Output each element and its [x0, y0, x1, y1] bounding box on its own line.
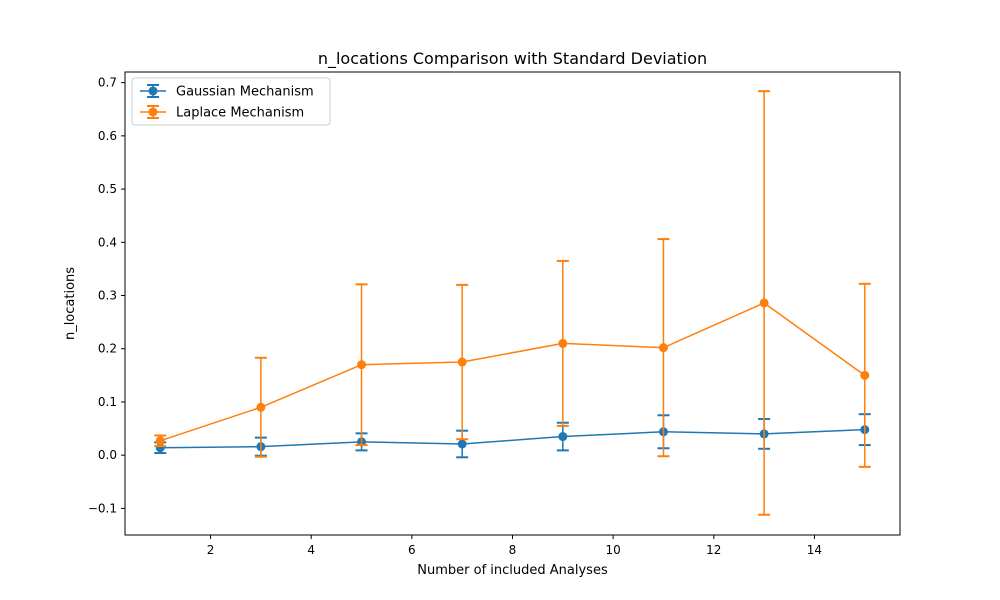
x-tick-label: 12 — [706, 543, 721, 557]
x-tick-label: 4 — [307, 543, 315, 557]
legend-entry: Gaussian Mechanism — [140, 84, 314, 100]
y-tick-label: 0.6 — [98, 129, 117, 143]
x-tick-label: 6 — [408, 543, 416, 557]
x-tick-label: 8 — [509, 543, 517, 557]
x-axis-label: Number of included Analyses — [417, 563, 608, 578]
legend-box — [131, 77, 331, 126]
series-1 — [154, 90, 871, 516]
data-point — [256, 402, 266, 412]
x-tick-label: 10 — [606, 543, 621, 557]
y-tick-label: 0.3 — [98, 289, 117, 303]
series-line — [160, 428, 865, 449]
y-tick-label: −0.1 — [88, 501, 117, 515]
legend-entry: Laplace Mechanism — [140, 105, 304, 121]
legend-marker — [148, 107, 158, 117]
data-point — [860, 370, 870, 380]
x-tick-label: 14 — [807, 543, 822, 557]
data-point — [357, 360, 367, 370]
plot-area — [154, 90, 871, 516]
legend-marker — [148, 86, 158, 96]
data-point — [558, 432, 568, 442]
y-tick-label: 0.7 — [98, 76, 117, 90]
y-axis-label: n_locations — [63, 267, 78, 340]
data-point — [155, 436, 165, 446]
legend-label: Gaussian Mechanism — [176, 85, 314, 100]
data-point — [658, 343, 668, 353]
legend-label: Laplace Mechanism — [176, 106, 304, 121]
y-tick-label: 0.5 — [98, 182, 117, 196]
chart-title: n_locations Comparison with Standard Dev… — [318, 49, 707, 69]
y-tick-label: 0.4 — [98, 235, 117, 249]
y-tick-label: 0.1 — [98, 395, 117, 409]
series-line — [159, 302, 866, 442]
data-point — [457, 439, 467, 449]
x-tick-label: 2 — [207, 543, 215, 557]
axis-ticks: 2 4 6 8 10 12 14 −0.1 0.0 0.1 0.2 0.3 0.4 0.5 0.6 0.7 — [88, 76, 822, 557]
data-point — [558, 338, 568, 348]
y-tick-label: 0.2 — [98, 342, 117, 356]
y-tick-label: 0.0 — [98, 448, 117, 462]
data-point — [759, 298, 769, 308]
legend: Gaussian Mechanism Laplace Mechanism — [131, 77, 331, 126]
data-point — [457, 357, 467, 367]
